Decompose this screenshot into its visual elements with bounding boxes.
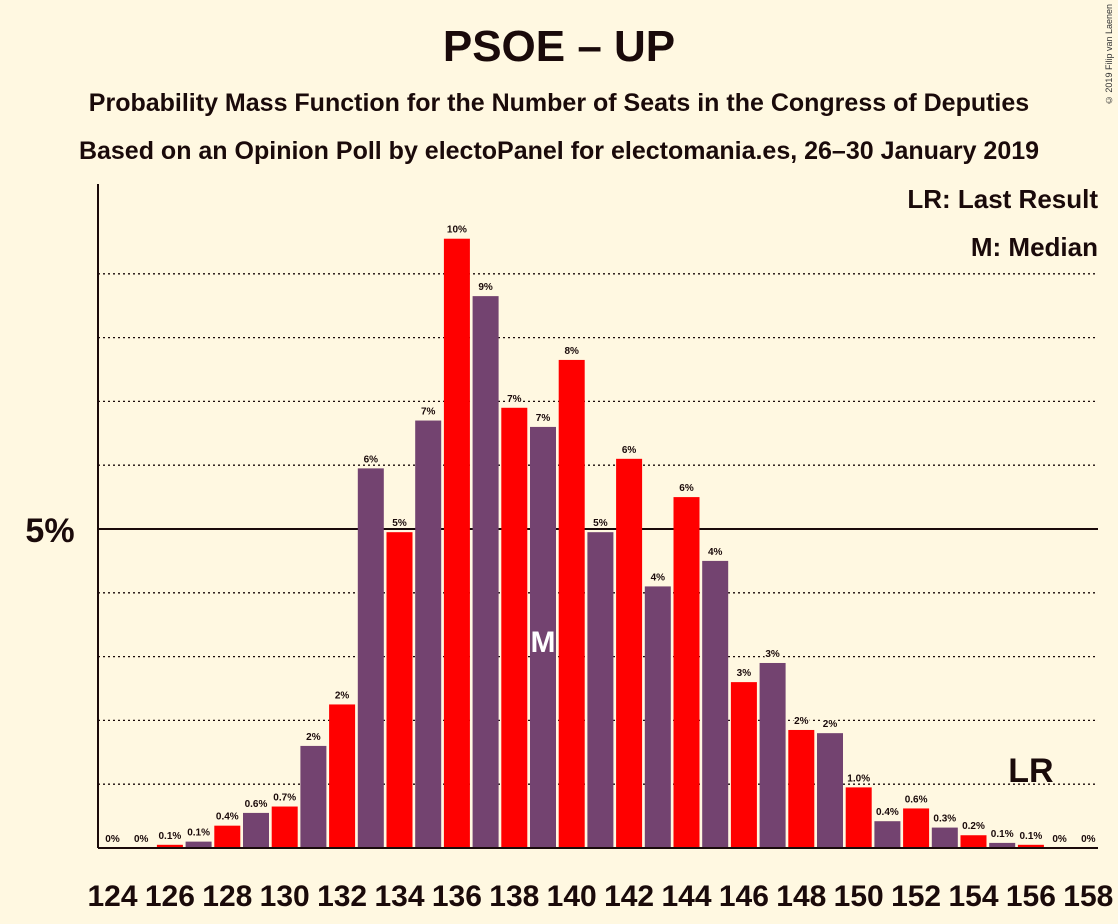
legend-last-result: LR: Last Result: [907, 184, 1098, 214]
x-tick-label: 152: [891, 880, 941, 913]
bar-value-label: 5%: [593, 518, 608, 529]
bar-value-label: 2%: [823, 719, 838, 730]
bar-value-label: 7%: [536, 413, 551, 424]
chart-title: PSOE – UP: [442, 22, 676, 71]
bar-value-label: 0.2%: [962, 821, 985, 832]
bar: [300, 745, 327, 848]
bar: [386, 532, 413, 848]
bar: [329, 704, 356, 848]
x-tick-label: 156: [1006, 880, 1056, 913]
x-tick-label: 130: [260, 880, 310, 913]
bar: [788, 729, 815, 848]
bar-value-label: 0.1%: [1020, 831, 1043, 842]
bar-value-label: 0.4%: [876, 807, 899, 818]
x-tick-label: 124: [87, 880, 137, 913]
bar: [443, 238, 470, 848]
x-tick-label: 136: [432, 880, 482, 913]
y-tick-label-5: 5%: [25, 512, 74, 550]
bar-value-label: 0.3%: [933, 814, 956, 825]
bar: [357, 468, 384, 848]
x-tick-label: 140: [547, 880, 597, 913]
bar-value-label: 6%: [622, 445, 637, 456]
bar-value-label: 0%: [1081, 834, 1096, 845]
bar-value-label: 0.1%: [187, 828, 210, 839]
bar: [874, 821, 901, 848]
bar-value-label: 9%: [478, 282, 493, 293]
bar-value-label: 3%: [765, 649, 780, 660]
bar: [156, 844, 183, 848]
bar: [587, 532, 614, 848]
bar: [817, 733, 843, 848]
bar: [271, 806, 298, 848]
bar-value-label: 0.4%: [216, 812, 239, 823]
bar: [702, 560, 729, 848]
bar: [185, 841, 212, 848]
bar-value-label: 8%: [564, 346, 579, 357]
bar-value-label: 10%: [447, 225, 467, 236]
bar-value-label: 2%: [306, 732, 321, 743]
bar: [989, 842, 1016, 848]
bar-value-label: 0.7%: [273, 793, 296, 804]
bar: [1017, 844, 1044, 848]
bar: [673, 497, 700, 848]
bar: [960, 835, 987, 848]
bar: [558, 359, 585, 848]
x-tick-label: 154: [948, 880, 998, 913]
bar-value-label: 0.6%: [905, 794, 928, 805]
bar-value-label: 2%: [335, 690, 350, 701]
x-tick-label: 146: [719, 880, 769, 913]
bar-value-label: 0%: [1052, 834, 1067, 845]
chart-source: Based on an Opinion Poll by electoPanel …: [78, 137, 1040, 165]
bar: [903, 808, 930, 848]
last-result-marker: LR: [1008, 752, 1053, 790]
x-tick-label: 126: [145, 880, 195, 913]
bar-value-label: 7%: [421, 407, 436, 418]
bar-value-label: 2%: [794, 716, 809, 727]
bar: [616, 458, 643, 848]
bar-value-label: 1.0%: [847, 773, 870, 784]
bar: [644, 586, 671, 848]
x-tick-label: 150: [834, 880, 884, 913]
chart-subtitle: Probability Mass Function for the Number…: [88, 89, 1030, 117]
bar-value-label: 6%: [364, 454, 379, 465]
bar: [243, 812, 269, 848]
bar: [730, 682, 757, 848]
bar: [472, 296, 499, 848]
x-tick-label: 138: [489, 880, 539, 913]
bar-value-label: 3%: [737, 668, 752, 679]
median-marker: M: [531, 626, 556, 659]
bar: [501, 407, 528, 848]
bar: [415, 420, 442, 848]
x-tick-label: 144: [661, 880, 711, 913]
legend-median: M: Median: [970, 232, 1098, 262]
bar-value-label: 5%: [392, 518, 407, 529]
bar-value-label: 4%: [708, 547, 723, 558]
bar-value-label: 0.1%: [159, 831, 182, 842]
x-tick-label: 132: [317, 880, 367, 913]
bar-value-label: 6%: [679, 483, 694, 494]
bar-value-label: 0%: [134, 834, 149, 845]
bar: [845, 787, 872, 848]
bar-value-label: 0.6%: [245, 799, 268, 810]
bar: [759, 662, 786, 848]
x-tick-label: 128: [202, 880, 252, 913]
bar-value-label: 7%: [507, 394, 522, 405]
x-tick-label: 158: [1063, 880, 1113, 913]
x-tick-label: 134: [374, 880, 424, 913]
bar-value-label: 0.1%: [991, 829, 1014, 840]
bar-value-label: 0%: [105, 834, 120, 845]
bar-value-label: 4%: [651, 572, 666, 583]
x-tick-label: 148: [776, 880, 826, 913]
x-tick-label: 142: [604, 880, 654, 913]
bar: [530, 426, 556, 848]
bar: [931, 827, 958, 848]
bar: [214, 825, 241, 848]
